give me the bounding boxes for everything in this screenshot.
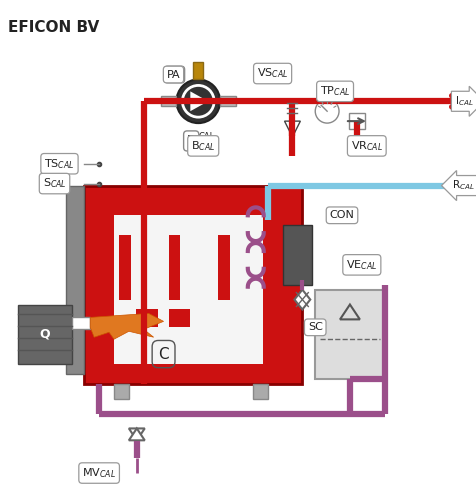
- Text: VR$_{CAL}$: VR$_{CAL}$: [351, 139, 383, 153]
- Bar: [218, 235, 230, 300]
- Polygon shape: [129, 428, 145, 440]
- Text: TS$_{CAL}$: TS$_{CAL}$: [44, 157, 75, 171]
- Text: I$_{CAL}$: I$_{CAL}$: [455, 95, 473, 108]
- Text: B$_{CAL}$: B$_{CAL}$: [191, 139, 216, 153]
- Bar: [67, 186, 84, 374]
- Bar: [114, 215, 263, 364]
- Text: CON: CON: [329, 210, 355, 220]
- Text: CAL: CAL: [198, 132, 215, 141]
- Text: EFICON BV: EFICON BV: [8, 20, 99, 35]
- Text: B: B: [187, 134, 195, 147]
- Bar: [119, 235, 131, 300]
- Bar: [136, 309, 158, 327]
- Bar: [72, 317, 90, 329]
- Text: MV$_{CAL}$: MV$_{CAL}$: [82, 466, 116, 480]
- Polygon shape: [295, 290, 310, 309]
- Bar: [169, 235, 180, 300]
- Bar: [349, 113, 365, 129]
- Text: VS$_{CAL}$: VS$_{CAL}$: [257, 67, 288, 81]
- Bar: [160, 96, 177, 106]
- Bar: [114, 384, 129, 399]
- Text: PA: PA: [167, 70, 180, 80]
- Text: C: C: [158, 347, 169, 362]
- Polygon shape: [190, 91, 208, 111]
- Text: VE$_{CAL}$: VE$_{CAL}$: [346, 258, 377, 272]
- Circle shape: [177, 80, 220, 123]
- Text: Q: Q: [40, 328, 50, 341]
- Polygon shape: [129, 428, 145, 440]
- Bar: [220, 96, 236, 106]
- Polygon shape: [90, 313, 164, 339]
- Bar: [253, 384, 268, 399]
- Bar: [193, 62, 203, 80]
- Polygon shape: [285, 121, 300, 137]
- Text: S$_{CAL}$: S$_{CAL}$: [43, 177, 67, 190]
- Circle shape: [315, 99, 339, 123]
- Bar: [283, 225, 312, 285]
- Text: R$_{CAL}$: R$_{CAL}$: [453, 179, 476, 192]
- Bar: [169, 309, 190, 327]
- Bar: [315, 290, 385, 379]
- Text: TP$_{CAL}$: TP$_{CAL}$: [320, 85, 350, 98]
- Bar: [18, 304, 72, 364]
- Text: PA: PA: [168, 70, 181, 80]
- Bar: [84, 186, 302, 384]
- Text: SC: SC: [308, 322, 323, 332]
